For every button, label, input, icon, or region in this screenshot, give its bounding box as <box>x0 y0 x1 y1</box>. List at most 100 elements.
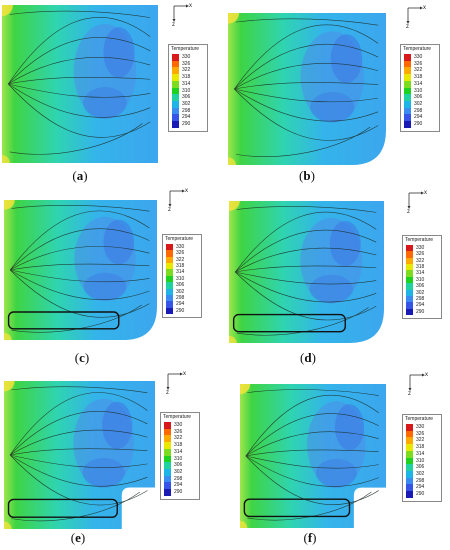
contour-plot-f <box>240 384 386 528</box>
legend-swatch <box>404 67 411 75</box>
legend-swatch <box>166 288 173 295</box>
legend-title: Temperature <box>405 416 434 422</box>
legend-swatch <box>406 264 413 271</box>
legend-tick-label: 330 <box>174 422 183 428</box>
legend-tick-label: 290 <box>414 121 423 128</box>
legend-swatch <box>172 80 179 88</box>
caption-e: (e) <box>70 530 86 545</box>
legend-swatch <box>172 74 179 81</box>
legend-tick-label: 290 <box>416 491 425 498</box>
legend-title: Temperature <box>163 414 192 420</box>
legend-tick-label: 322 <box>182 67 191 74</box>
legend-swatch <box>406 289 413 296</box>
legend-swatch <box>166 269 173 276</box>
legend-tick-label: 294 <box>174 482 183 489</box>
legend-tick-label: 326 <box>416 430 425 437</box>
legend-colorbar <box>172 54 179 128</box>
legend-colorbar <box>406 245 413 315</box>
legend-swatch <box>406 308 413 315</box>
legend-title: Temperature <box>405 237 434 243</box>
legend-swatch <box>404 107 411 115</box>
legend-swatch <box>406 471 413 478</box>
legend-swatch <box>164 482 171 490</box>
caption-a: (a) <box>72 168 88 183</box>
contour-plot-e <box>4 381 155 529</box>
legend-swatch <box>172 60 179 68</box>
legend-tick-label: 314 <box>414 80 423 87</box>
legend-title: Temperature <box>171 46 200 52</box>
legend-swatch <box>406 450 413 458</box>
legend-tick-label: 318 <box>416 444 425 451</box>
legend-swatch <box>166 282 173 289</box>
legend-colorbar <box>406 424 413 498</box>
legend-swatch <box>406 464 413 472</box>
caption-c: (c) <box>74 350 90 365</box>
legend-tick-label: 306 <box>416 464 425 471</box>
legend-tick-label: 314 <box>416 450 425 457</box>
legend-swatch <box>164 462 171 470</box>
legend-swatch <box>166 263 173 270</box>
axis-x-label: x <box>425 372 428 378</box>
legend-tick-label: 326 <box>174 428 183 435</box>
legend-tick-label: 306 <box>176 282 185 289</box>
legend-swatch <box>172 121 179 128</box>
legend-swatch <box>404 54 411 61</box>
legend-swatch <box>164 475 171 483</box>
legend-swatch <box>406 295 413 303</box>
legend-swatch <box>404 60 411 68</box>
legend-tick-label: 290 <box>182 121 191 128</box>
legend-swatch <box>404 74 411 81</box>
axis-x-label: x <box>423 5 426 11</box>
legend-swatch <box>166 307 173 314</box>
legend-swatch <box>406 302 413 309</box>
legend-swatch <box>406 424 413 431</box>
legend-swatch <box>172 87 179 95</box>
axis-x-label: x <box>424 190 427 196</box>
legend-tick-label: 314 <box>176 269 185 276</box>
legend-tick-label: 306 <box>416 283 425 290</box>
legend-swatch <box>164 455 171 463</box>
legend-swatch <box>172 67 179 75</box>
legend-tick-label: 298 <box>416 295 425 302</box>
temperature-legend-f: Temperature 330 326 322 318 314 310 306 302 298 29… <box>402 414 442 502</box>
legend-tick-label: 302 <box>174 469 183 476</box>
legend-colorbar <box>404 54 411 128</box>
legend-tick-label: 330 <box>176 244 185 250</box>
legend-tick-label: 298 <box>174 475 183 482</box>
legend-tick-label: 294 <box>182 114 191 121</box>
legend-tick-label: 314 <box>174 448 183 455</box>
axis-x-label: x <box>185 188 188 194</box>
temperature-legend-a: Temperature 330 326 322 318 314 310 306 302 298 29… <box>168 44 208 132</box>
legend-tick-label: 302 <box>416 289 425 296</box>
legend-swatch <box>406 491 413 498</box>
temperature-legend-e: Temperature 330 326 322 318 314 310 306 302 298 29… <box>160 412 200 500</box>
legend-tick-label: 314 <box>182 80 191 87</box>
legend-tick-label: 310 <box>416 276 425 283</box>
legend-swatch <box>404 94 411 102</box>
axis-z-label: z <box>168 207 171 213</box>
legend-swatch <box>164 489 171 496</box>
legend-title: Temperature <box>165 236 194 242</box>
caption-f: (f) <box>303 530 317 545</box>
legend-swatch <box>164 448 171 456</box>
legend-swatch <box>406 270 413 277</box>
legend-swatch <box>406 257 413 265</box>
legend-tick-label: 298 <box>176 294 185 301</box>
contour-plot-a <box>2 5 158 163</box>
legend-swatch <box>406 283 413 290</box>
legend-swatch <box>166 301 173 308</box>
legend-tick-label: 302 <box>416 471 425 478</box>
legend-tick-label: 326 <box>414 60 423 67</box>
axis-x-label: x <box>189 3 192 9</box>
legend-tick-label: 294 <box>414 114 423 121</box>
legend-swatch <box>404 101 411 108</box>
legend-title: Temperature <box>403 46 432 52</box>
legend-tick-label: 330 <box>414 54 423 60</box>
legend-tick-label: 322 <box>416 257 425 264</box>
axis-z-label: z <box>172 22 175 28</box>
legend-tick-label: 322 <box>414 67 423 74</box>
legend-tick-label: 310 <box>174 455 183 462</box>
legend-tick-label: 318 <box>174 442 183 449</box>
